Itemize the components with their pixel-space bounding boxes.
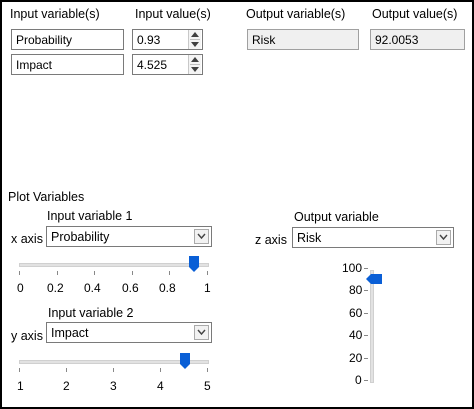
x-slider-tick-label: 0.4 bbox=[84, 281, 101, 295]
z-slider-tick-label: 80 bbox=[349, 283, 363, 297]
spin-up-icon[interactable] bbox=[191, 32, 199, 37]
output-value-field: 92.0053 bbox=[370, 29, 465, 50]
output-variable-name-field: Risk bbox=[247, 29, 359, 50]
x-axis-select[interactable]: Probability bbox=[46, 226, 212, 247]
y-slider-tick bbox=[19, 368, 20, 372]
z-slider-tick-label: 100 bbox=[342, 261, 363, 275]
y-slider-track[interactable] bbox=[19, 360, 209, 364]
chevron-down-icon[interactable] bbox=[436, 230, 451, 245]
x-slider-tick bbox=[132, 271, 133, 275]
z-axis-select-value: Risk bbox=[297, 231, 322, 245]
z-slider-tick bbox=[364, 358, 368, 359]
z-slider-tick bbox=[364, 380, 368, 381]
z-slider-track[interactable] bbox=[370, 270, 374, 383]
z-slider-tick-label: 20 bbox=[349, 351, 363, 365]
plot-variables-title: Plot Variables bbox=[8, 190, 85, 204]
input-variables-header: Input variable(s) bbox=[10, 7, 100, 21]
y-slider-tick bbox=[113, 368, 114, 372]
x-slider-tick-label: 1 bbox=[204, 281, 211, 295]
y-slider-tick-label: 3 bbox=[110, 379, 117, 393]
spin-down-icon[interactable] bbox=[191, 42, 199, 47]
x-slider-track[interactable] bbox=[19, 263, 209, 267]
z-axis-select[interactable]: Risk bbox=[292, 227, 454, 248]
y-slider-tick bbox=[160, 368, 161, 372]
x-slider-tick-label: 0.8 bbox=[159, 281, 176, 295]
z-slider-tick-label: 60 bbox=[349, 306, 363, 320]
input-value-field[interactable]: 0.93 bbox=[132, 29, 203, 50]
x-slider-tick bbox=[169, 271, 170, 275]
y-axis-select[interactable]: Impact bbox=[46, 322, 212, 343]
input-variable-name-field[interactable]: Probability bbox=[11, 29, 124, 50]
y-slider-tick-label: 4 bbox=[157, 379, 164, 393]
y-slider-tick bbox=[66, 368, 67, 372]
output-variables-header: Output variable(s) bbox=[246, 7, 346, 21]
output-values-header: Output value(s) bbox=[372, 7, 458, 21]
spin-down-icon[interactable] bbox=[191, 67, 199, 72]
z-slider-tick-label: 40 bbox=[349, 328, 363, 342]
input-value-text: 0.93 bbox=[137, 33, 161, 47]
x-slider-tick bbox=[94, 271, 95, 275]
y-slider-tick-label: 5 bbox=[204, 379, 211, 393]
x-axis-label: x axis bbox=[11, 232, 43, 246]
y-slider-tick-label: 1 bbox=[17, 379, 24, 393]
z-slider-thumb[interactable] bbox=[366, 272, 382, 284]
spin-up-icon[interactable] bbox=[191, 57, 199, 62]
output-variable-label: Output variable bbox=[294, 210, 379, 224]
x-slider-tick-label: 0 bbox=[17, 281, 24, 295]
z-slider-tick bbox=[364, 268, 368, 269]
x-slider-tick bbox=[19, 271, 20, 275]
spinner-divider bbox=[190, 39, 200, 40]
z-slider-tick bbox=[364, 313, 368, 314]
input-values-header: Input value(s) bbox=[135, 7, 211, 21]
input-value-spinner[interactable] bbox=[188, 55, 201, 74]
x-axis-select-value: Probability bbox=[51, 230, 110, 244]
x-slider-tick-label: 0.2 bbox=[47, 281, 64, 295]
chevron-down-icon[interactable] bbox=[194, 325, 209, 340]
y-axis-select-value: Impact bbox=[51, 326, 89, 340]
chevron-down-icon[interactable] bbox=[194, 229, 209, 244]
x-slider-tick-label: 0.6 bbox=[122, 281, 139, 295]
x-slider-tick bbox=[57, 271, 58, 275]
input-variable-2-label: Input variable 2 bbox=[48, 306, 134, 320]
z-axis-label: z axis bbox=[255, 233, 287, 247]
z-slider-tick bbox=[364, 335, 368, 336]
x-slider-thumb[interactable] bbox=[189, 256, 199, 272]
y-axis-label: y axis bbox=[11, 329, 43, 343]
z-slider-tick-label: 0 bbox=[355, 373, 362, 387]
input-variable-1-label: Input variable 1 bbox=[47, 209, 133, 223]
y-slider-tick bbox=[207, 368, 208, 372]
y-slider-tick-label: 2 bbox=[63, 379, 70, 393]
x-slider-tick bbox=[207, 271, 208, 275]
y-slider-thumb[interactable] bbox=[180, 353, 190, 369]
input-value-spinner[interactable] bbox=[188, 30, 201, 49]
z-slider-tick bbox=[364, 290, 368, 291]
spinner-divider bbox=[190, 64, 200, 65]
input-variable-name-field[interactable]: Impact bbox=[11, 54, 124, 75]
input-value-text: 4.525 bbox=[137, 58, 168, 72]
input-value-field[interactable]: 4.525 bbox=[132, 54, 203, 75]
